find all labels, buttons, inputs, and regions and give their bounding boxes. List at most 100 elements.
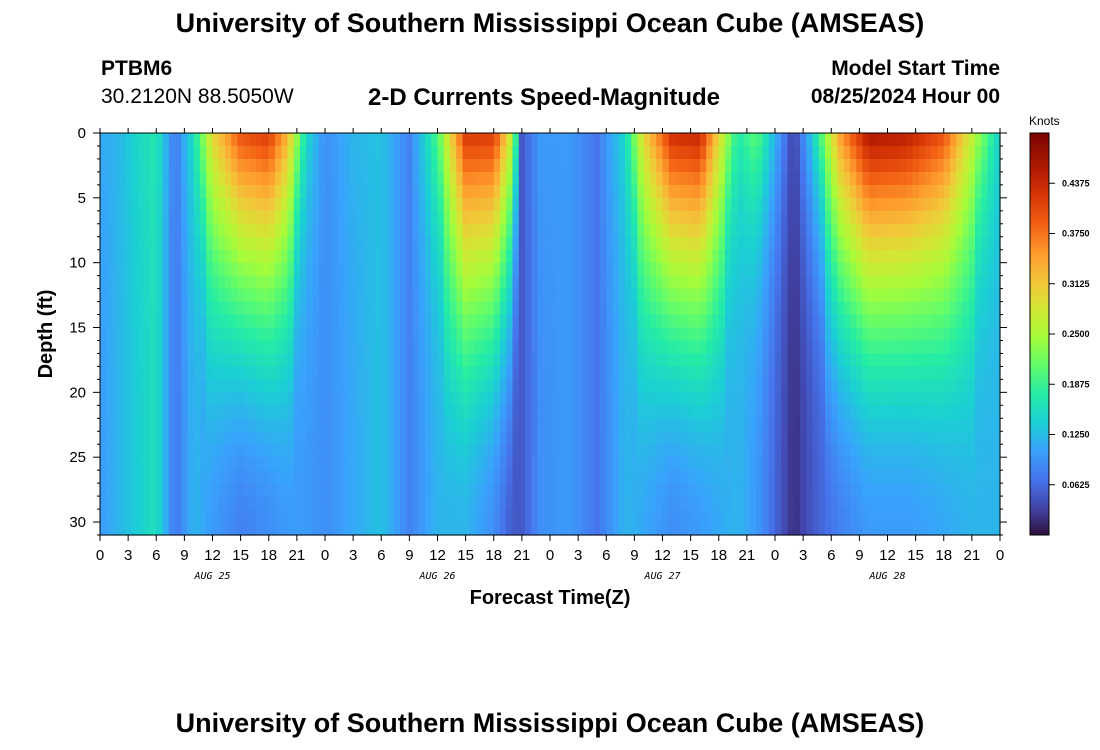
heatmap-cell [256, 133, 264, 147]
heatmap-cell [112, 249, 120, 264]
heatmap-cell [475, 444, 482, 458]
heatmap-cell [375, 405, 382, 419]
heatmap-cell [393, 262, 401, 277]
heatmap-cell [881, 483, 889, 497]
heatmap-cell [581, 262, 589, 277]
heatmap-cell [131, 444, 139, 458]
heatmap-cell [556, 197, 564, 212]
heatmap-cell [693, 340, 701, 355]
heatmap-cell [462, 223, 470, 238]
heatmap-cell [143, 223, 151, 238]
heatmap-cell [118, 444, 126, 458]
heatmap-cell [781, 262, 789, 277]
heatmap-cell [768, 353, 776, 368]
heatmap-cell [118, 353, 126, 368]
heatmap-cell [193, 444, 201, 458]
heatmap-cell [750, 431, 757, 445]
heatmap-cell [562, 496, 570, 510]
heatmap-cell [206, 301, 214, 316]
heatmap-cell [731, 301, 739, 316]
heatmap-cell [131, 509, 139, 523]
heatmap-cell [787, 197, 795, 212]
heatmap-cell [356, 444, 364, 458]
heatmap-cell [337, 184, 345, 199]
heatmap-cell [225, 366, 232, 380]
heatmap-cell [212, 444, 220, 458]
heatmap-cell [743, 223, 751, 238]
heatmap-cell [937, 145, 945, 160]
heatmap-cell [343, 405, 351, 419]
heatmap-cell [781, 133, 789, 147]
heatmap-cell [231, 483, 239, 497]
heatmap-cell [400, 444, 407, 458]
heatmap-cell [125, 197, 132, 212]
heatmap-cell [150, 327, 157, 342]
heatmap-cell [543, 340, 551, 355]
heatmap-cell [593, 444, 601, 458]
heatmap-cell [575, 301, 582, 316]
footer-title: University of Southern Mississippi Ocean… [175, 708, 925, 738]
heatmap-cell [306, 496, 314, 510]
heatmap-cell [200, 366, 207, 380]
heatmap-cell [306, 327, 314, 342]
heatmap-cell [418, 262, 426, 277]
heatmap-cell [525, 288, 532, 303]
heatmap-cell [156, 158, 164, 173]
heatmap-cell [843, 223, 851, 238]
heatmap-cell [931, 418, 939, 432]
heatmap-cell [325, 379, 332, 393]
heatmap-cell [456, 366, 464, 380]
heatmap-cell [500, 184, 507, 199]
heatmap-cell [200, 262, 207, 277]
heatmap-cell [731, 288, 739, 303]
heatmap-cell [225, 145, 232, 160]
heatmap-cell [843, 483, 851, 497]
heatmap-cell [925, 405, 932, 419]
heatmap-cell [512, 223, 520, 238]
heatmap-cell [943, 496, 951, 510]
heatmap-cell [556, 171, 564, 186]
heatmap-cell [181, 457, 189, 471]
heatmap-cell [562, 184, 570, 199]
heatmap-cell [725, 522, 732, 536]
heatmap-cell [750, 353, 757, 368]
heatmap-cell [912, 249, 920, 264]
heatmap-cell [750, 522, 757, 536]
heatmap-cell [437, 288, 445, 303]
heatmap-cell [900, 184, 907, 199]
heatmap-cell [131, 210, 139, 225]
heatmap-cell [700, 444, 707, 458]
heatmap-cell [100, 457, 107, 471]
heatmap-cell [550, 340, 557, 355]
heatmap-cell [862, 171, 870, 186]
heatmap-cell [775, 483, 782, 497]
heatmap-cell [625, 301, 632, 316]
heatmap-cell [668, 249, 676, 264]
heatmap-cell [350, 133, 357, 147]
heatmap-cell [781, 418, 789, 432]
heatmap-cell [712, 327, 720, 342]
heatmap-cell [993, 301, 1001, 316]
heatmap-cell [793, 405, 801, 419]
heatmap-cell [406, 522, 414, 536]
heatmap-cell [562, 249, 570, 264]
heatmap-cell [412, 522, 420, 536]
heatmap-cell [775, 288, 782, 303]
heatmap-cell [106, 496, 114, 510]
heatmap-cell [406, 366, 414, 380]
heatmap-cell [362, 366, 370, 380]
heatmap-cell [643, 457, 651, 471]
heatmap-cell [756, 275, 764, 290]
heatmap-cell [831, 158, 839, 173]
heatmap-cell [125, 301, 132, 316]
heatmap-cell [637, 418, 645, 432]
heatmap-cell [806, 184, 814, 199]
heatmap-cell [856, 509, 864, 523]
heatmap-cell [850, 184, 857, 199]
heatmap-cell [218, 366, 226, 380]
heatmap-cell [731, 327, 739, 342]
heatmap-cell [112, 262, 120, 277]
heatmap-cell [168, 223, 176, 238]
heatmap-cell [625, 496, 632, 510]
heatmap-cell [375, 509, 382, 523]
